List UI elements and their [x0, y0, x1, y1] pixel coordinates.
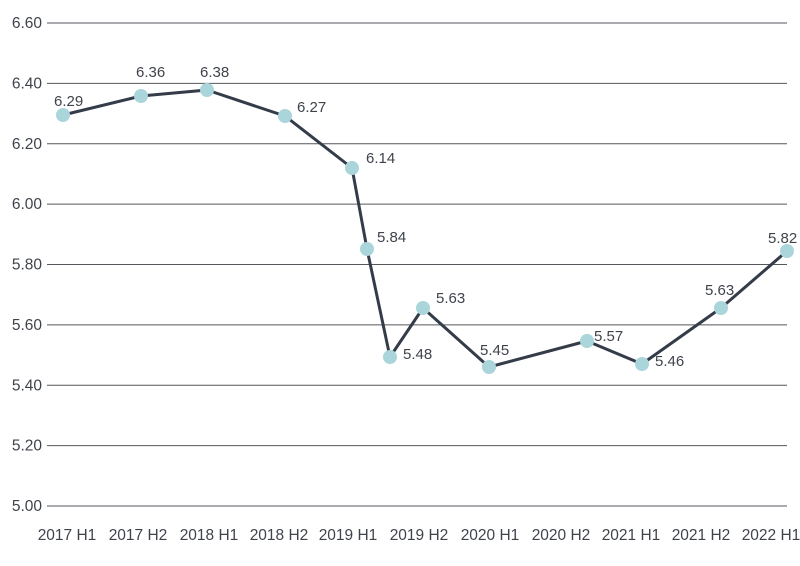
data-point-label: 6.36: [136, 64, 165, 81]
y-axis-tick-label: 6.60: [12, 15, 43, 32]
data-point-label: 6.29: [54, 93, 83, 110]
y-axis-tick-label: 5.00: [12, 498, 43, 515]
x-axis-tick-label: 2022 H1: [742, 527, 800, 544]
data-point-label: 5.84: [377, 229, 406, 246]
data-point-marker: [56, 108, 70, 122]
y-axis-tick-label: 6.00: [12, 196, 43, 213]
data-point-marker: [635, 357, 649, 371]
data-point-label: 5.45: [480, 342, 509, 359]
data-point-label: 6.27: [297, 99, 326, 116]
x-axis-tick-label: 2021 H1: [602, 527, 661, 544]
x-axis-tick-label: 2019 H2: [390, 527, 449, 544]
data-point-marker: [360, 242, 374, 256]
x-axis-tick-label: 2020 H2: [532, 527, 591, 544]
data-point-marker: [714, 301, 728, 315]
y-axis-tick-label: 5.40: [12, 377, 43, 394]
data-point-marker: [134, 89, 148, 103]
data-point-label: 5.46: [655, 353, 684, 370]
data-point-marker: [416, 301, 430, 315]
y-axis-tick-label: 5.80: [12, 257, 43, 274]
x-axis-tick-label: 2019 H1: [319, 527, 378, 544]
x-axis-tick-label: 2017 H2: [109, 527, 168, 544]
data-point-label: 5.82: [768, 230, 797, 247]
data-point-marker: [580, 334, 594, 348]
data-point-label: 6.14: [366, 150, 395, 167]
data-line: [61, 88, 789, 369]
data-point-marker: [383, 350, 397, 364]
data-point-marker: [278, 109, 292, 123]
data-point-label: 5.63: [436, 290, 465, 307]
x-axis-tick-label: 2021 H2: [672, 527, 731, 544]
x-axis-tick-label: 2018 H1: [180, 527, 239, 544]
data-point-marker: [345, 161, 359, 175]
x-axis-tick-label: 2018 H2: [250, 527, 309, 544]
data-point-marker: [780, 244, 794, 258]
data-point-label: 6.38: [200, 64, 229, 81]
y-axis-tick-label: 5.20: [12, 438, 43, 455]
data-point-marker: [482, 360, 496, 374]
data-point-label: 5.63: [705, 282, 734, 299]
x-axis-tick-label: 2017 H1: [38, 527, 97, 544]
x-axis-tick-label: 2020 H1: [461, 527, 520, 544]
data-point-label: 5.57: [594, 328, 623, 345]
data-point-marker: [200, 83, 214, 97]
y-axis-tick-label: 6.20: [12, 136, 43, 153]
data-point-label: 5.48: [403, 346, 432, 363]
y-axis-tick-label: 6.40: [12, 75, 43, 92]
y-axis-tick-label: 5.60: [12, 317, 43, 334]
